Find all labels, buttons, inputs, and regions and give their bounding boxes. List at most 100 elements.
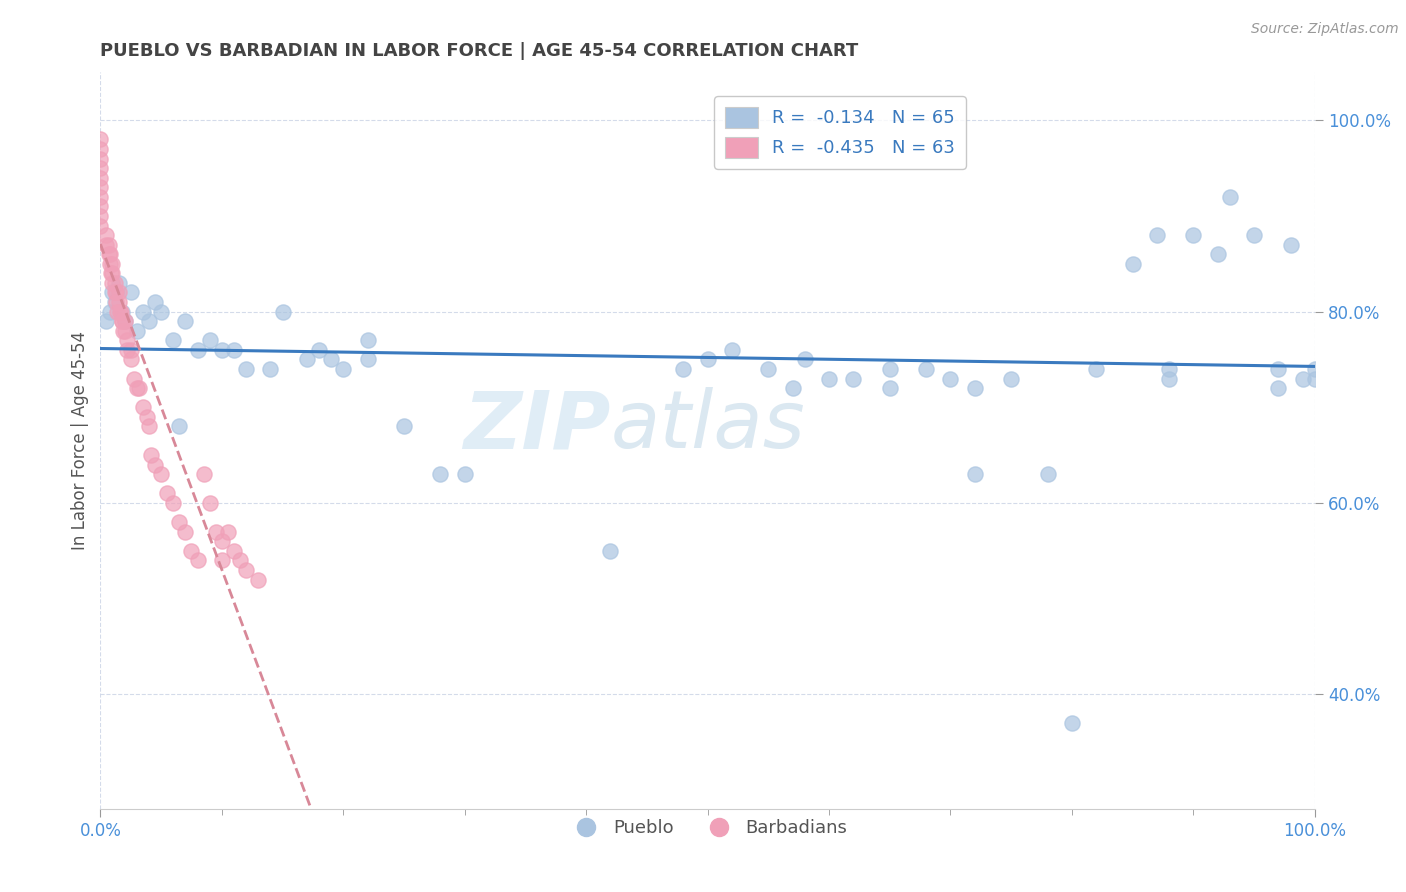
Point (89, 132, 111, 146)
Point (1157, 371, 1180, 385)
Point (89, 199, 111, 213)
Point (672, 362, 695, 376)
Point (135, 409, 157, 424)
Point (295, 352, 318, 367)
Point (105, 285, 128, 300)
Point (454, 467, 477, 482)
Point (217, 524, 239, 539)
Point (308, 343, 330, 357)
Point (1000, 371, 1022, 385)
Point (174, 524, 197, 539)
Point (756, 362, 779, 376)
Point (1146, 228, 1168, 243)
Point (271, 304, 294, 318)
Point (198, 334, 221, 348)
Point (120, 352, 142, 367)
Point (108, 304, 131, 318)
Point (319, 352, 342, 367)
Point (112, 324, 135, 338)
Point (1267, 362, 1289, 376)
Point (211, 553, 233, 567)
Point (1036, 467, 1059, 482)
Point (879, 362, 901, 376)
Point (211, 534, 233, 549)
Point (235, 362, 257, 376)
Point (114, 314, 136, 328)
Point (332, 362, 354, 376)
Point (101, 285, 124, 300)
Point (1303, 362, 1326, 376)
Point (1122, 257, 1144, 271)
Point (156, 486, 179, 500)
Point (105, 304, 128, 318)
Point (259, 362, 281, 376)
Point (96, 237, 118, 252)
Point (104, 276, 127, 290)
Point (107, 295, 129, 310)
Point (1219, 190, 1241, 204)
Point (169, 515, 191, 529)
Point (89, 180, 111, 194)
Point (114, 314, 136, 328)
Point (101, 276, 124, 290)
Point (204, 524, 226, 539)
Point (1060, 716, 1083, 731)
Point (696, 352, 718, 367)
Point (1267, 381, 1289, 395)
Point (111, 314, 134, 328)
Point (97, 247, 120, 261)
Point (125, 381, 148, 395)
Point (721, 343, 744, 357)
Point (138, 419, 160, 434)
Point (1292, 371, 1315, 385)
Point (114, 324, 136, 338)
Text: Source: ZipAtlas.com: Source: ZipAtlas.com (1251, 22, 1399, 37)
Point (915, 362, 938, 376)
Point (1303, 371, 1326, 385)
Point (101, 266, 124, 280)
Point (939, 371, 962, 385)
Point (1279, 237, 1302, 252)
Point (963, 381, 986, 395)
Point (98, 257, 121, 271)
Point (229, 553, 252, 567)
Point (247, 573, 270, 587)
Point (842, 371, 865, 385)
Point (963, 467, 986, 482)
Text: atlas: atlas (610, 387, 806, 465)
Point (1157, 362, 1180, 376)
Point (105, 295, 128, 310)
Point (125, 324, 148, 338)
Point (169, 419, 191, 434)
Point (1243, 228, 1265, 243)
Point (132, 304, 155, 318)
Point (138, 314, 160, 328)
Point (89, 190, 111, 204)
Text: PUEBLO VS BARBADIAN IN LABOR FORCE | AGE 45-54 CORRELATION CHART: PUEBLO VS BARBADIAN IN LABOR FORCE | AGE… (100, 42, 859, 60)
Point (128, 381, 150, 395)
Point (186, 343, 208, 357)
Point (89, 142, 111, 156)
Point (111, 304, 134, 318)
Point (392, 419, 415, 434)
Point (186, 553, 208, 567)
Point (89, 170, 111, 185)
Point (89, 209, 111, 223)
Point (115, 343, 138, 357)
Point (124, 371, 146, 385)
Point (599, 544, 621, 558)
Point (782, 381, 804, 395)
Point (107, 276, 129, 290)
Point (429, 467, 451, 482)
Point (198, 496, 221, 510)
Point (1182, 228, 1205, 243)
Point (1085, 362, 1108, 376)
Point (222, 343, 245, 357)
Point (141, 448, 163, 462)
Point (96, 228, 118, 243)
Point (120, 343, 142, 357)
Point (96, 314, 118, 328)
Point (110, 304, 132, 318)
Legend: Pueblo, Barbadians: Pueblo, Barbadians (561, 812, 855, 845)
Point (89, 161, 111, 175)
